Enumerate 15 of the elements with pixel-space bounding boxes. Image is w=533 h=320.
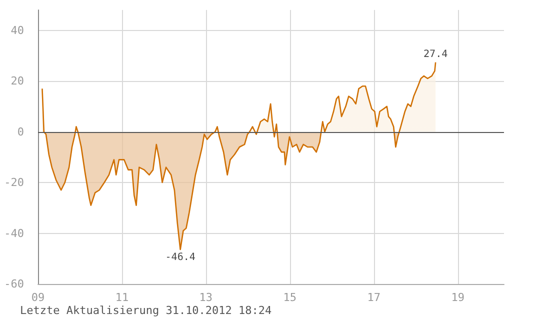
x-tick-label: 17 <box>367 291 380 304</box>
y-tick-label: -40 <box>4 226 24 240</box>
x-tick-label: 11 <box>115 291 129 304</box>
x-tick-label: 09 <box>31 291 45 304</box>
annotation: 27.4 <box>424 48 448 60</box>
y-tick-label: -20 <box>4 176 24 190</box>
y-tick-label: 40 <box>10 24 24 37</box>
text: Letzte Aktualisierung 31.10.2012 18:24 <box>20 304 272 317</box>
y-tick-label: 0 <box>17 125 24 138</box>
x-tick-label: 13 <box>199 291 213 304</box>
annotation: -46.4 <box>165 252 196 263</box>
x-tick-label: 15 <box>283 291 297 304</box>
y-tick-label: 20 <box>10 74 24 88</box>
x-tick-label: 19 <box>451 291 464 304</box>
y-tick-label: -60 <box>4 278 24 290</box>
